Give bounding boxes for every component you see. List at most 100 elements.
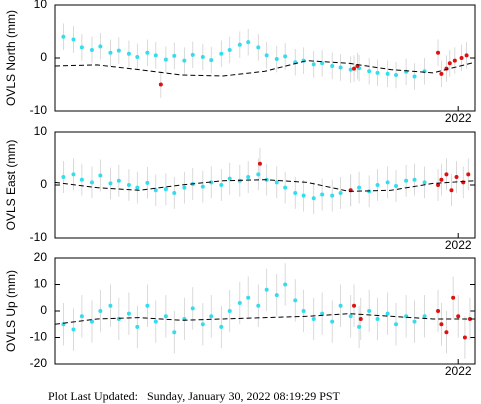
- point: [439, 322, 444, 327]
- point: [163, 57, 168, 62]
- point: [126, 51, 131, 56]
- point: [444, 172, 449, 177]
- point: [375, 316, 380, 321]
- point: [135, 185, 140, 190]
- point: [227, 176, 232, 181]
- plot-frame: [54, 4, 476, 112]
- point: [71, 37, 76, 42]
- point: [293, 190, 298, 195]
- y-tick-label: -10: [30, 103, 48, 117]
- point: [456, 314, 461, 319]
- point: [182, 58, 187, 63]
- point: [98, 44, 103, 49]
- point: [449, 188, 454, 193]
- point: [256, 45, 261, 50]
- point: [385, 311, 390, 316]
- point: [338, 190, 343, 195]
- point: [311, 316, 316, 321]
- point: [89, 319, 94, 324]
- point: [464, 53, 469, 58]
- point: [352, 66, 357, 71]
- point: [108, 303, 113, 308]
- point: [237, 42, 242, 47]
- footer: Plot Last Updated: Sunday, January 30, 2…: [48, 389, 341, 403]
- point: [274, 293, 279, 298]
- y-axis-title: OVLS North (mm): [4, 10, 18, 106]
- point: [459, 56, 464, 60]
- point: [367, 309, 372, 313]
- point: [172, 53, 177, 58]
- point: [422, 180, 427, 185]
- point: [108, 181, 113, 186]
- point: [98, 173, 103, 178]
- point: [135, 54, 140, 59]
- point: [190, 306, 195, 311]
- y-tick-label: -10: [30, 330, 48, 344]
- point: [320, 61, 325, 66]
- point: [436, 50, 441, 55]
- point: [246, 40, 251, 45]
- point: [311, 196, 316, 201]
- point: [209, 314, 214, 319]
- point: [367, 189, 372, 194]
- point: [451, 295, 456, 300]
- point: [79, 177, 84, 182]
- point: [439, 177, 444, 182]
- point: [200, 184, 205, 189]
- point: [330, 63, 335, 68]
- point: [311, 62, 316, 67]
- trend-line: [54, 179, 476, 192]
- point: [227, 309, 232, 313]
- point: [209, 180, 214, 185]
- point: [283, 282, 288, 287]
- point: [439, 71, 444, 76]
- point: [71, 172, 76, 177]
- point: [116, 48, 121, 53]
- x-tick-label: 2022: [445, 111, 472, 125]
- point: [412, 74, 417, 79]
- point: [145, 50, 150, 55]
- point: [190, 52, 195, 57]
- point: [227, 48, 232, 53]
- point: [283, 54, 288, 59]
- point: [153, 319, 158, 324]
- plot-frame: [54, 257, 476, 365]
- point: [163, 314, 168, 319]
- point: [375, 70, 380, 75]
- point: [412, 177, 417, 182]
- point: [301, 309, 306, 313]
- point: [348, 67, 353, 72]
- y-axis-title: OVLS Up (mm): [4, 270, 18, 352]
- point: [264, 53, 269, 58]
- point: [467, 316, 472, 321]
- point: [444, 330, 449, 335]
- point: [375, 183, 380, 187]
- y-tick-label: 0: [40, 177, 47, 191]
- point: [145, 303, 150, 308]
- trend-line: [54, 60, 476, 77]
- point: [126, 311, 131, 316]
- point: [145, 180, 150, 185]
- point: [394, 322, 399, 327]
- y-tick-label: 10: [34, 277, 48, 291]
- point: [135, 324, 140, 329]
- point: [163, 187, 168, 192]
- point: [274, 57, 279, 62]
- point: [219, 51, 224, 56]
- point: [454, 175, 459, 180]
- point: [108, 50, 113, 55]
- y-tick-label: 10: [34, 0, 48, 11]
- point: [357, 324, 362, 329]
- point: [200, 54, 205, 59]
- point: [172, 330, 177, 335]
- point: [436, 309, 441, 313]
- point: [404, 178, 409, 183]
- point: [385, 71, 390, 76]
- point: [462, 335, 467, 340]
- point: [274, 180, 279, 185]
- point: [338, 65, 343, 70]
- point: [256, 303, 261, 308]
- y-axis-title: OVLS East (mm): [4, 140, 18, 231]
- point: [71, 327, 76, 332]
